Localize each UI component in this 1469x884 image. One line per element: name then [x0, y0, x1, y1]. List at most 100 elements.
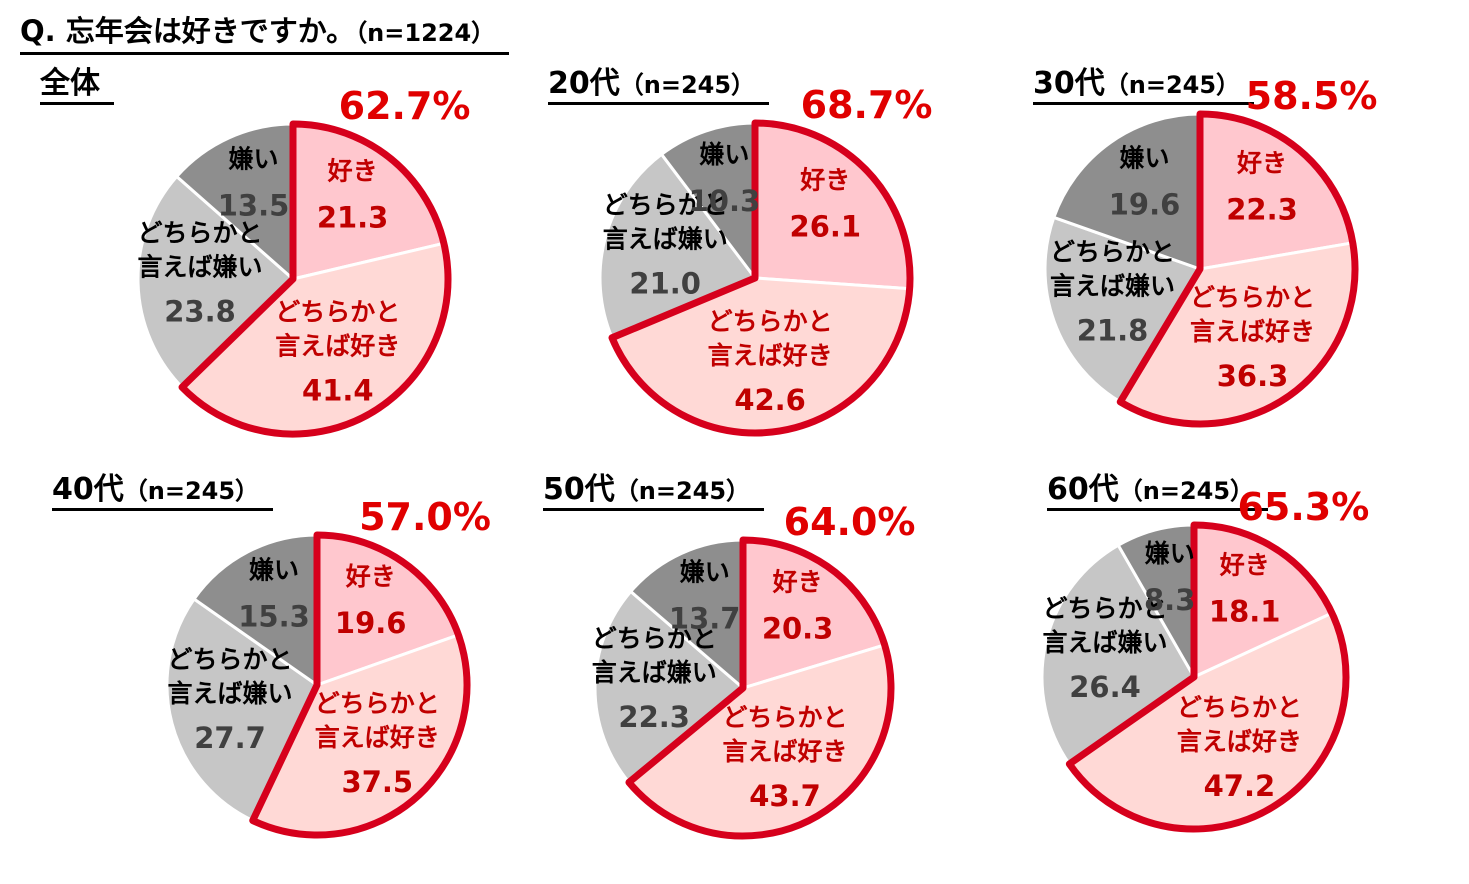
pie-panel-20s: 20代（n=245） 好き 26.1 どちらかと言えば好き 42.6 どちらかと言えば嫌… — [548, 58, 1038, 478]
total-like-percent: 65.3% — [1237, 485, 1369, 529]
slice-value-like: 19.6 — [335, 606, 407, 640]
panel-title-text: 60代 — [1047, 472, 1119, 507]
slice-value-somewhat-dislike: 23.8 — [164, 294, 236, 328]
slice-value-dislike: 13.5 — [218, 188, 290, 222]
slice-like — [753, 121, 912, 291]
slice-value-somewhat-dislike: 22.3 — [618, 700, 690, 734]
slice-label-dislike: 嫌い — [680, 558, 730, 587]
panel-title: 50代（n=245） — [543, 464, 765, 511]
slice-label-like: 好き — [345, 562, 396, 591]
panel-title-n: （n=245） — [1118, 477, 1255, 505]
like-highlight-outline — [625, 536, 895, 840]
slice-dislike — [192, 533, 319, 687]
total-like-percent: 68.7% — [801, 83, 933, 127]
slice-value-somewhat-like: 37.5 — [342, 765, 414, 799]
slice-label-dislike: 嫌い — [1119, 144, 1169, 173]
panel-title-text: 全体 — [40, 66, 100, 101]
slice-dislike — [629, 538, 745, 690]
pie-panel-50s: 50代（n=245） 好き 20.3 どちらかと言えば好き 43.7 どちらかと言えば嫌… — [543, 464, 1033, 884]
slice-value-like: 26.1 — [790, 209, 862, 243]
slice-label-somewhat-dislike: どちらかと言えば嫌い — [1050, 238, 1175, 301]
main-title: Q. 忘年会は好きですか。（n=1224） — [20, 8, 510, 55]
pie-panel-40s: 40代（n=245） 好き 19.6 どちらかと言えば好き 37.5 どちらかと言えば嫌… — [52, 464, 542, 884]
slice-somewhat-dislike — [1043, 215, 1202, 404]
slice-value-dislike: 10.3 — [689, 184, 761, 218]
slice-label-dislike: 嫌い — [699, 140, 749, 169]
total-like-percent: 64.0% — [784, 500, 916, 544]
slice-value-somewhat-dislike: 26.4 — [1069, 670, 1141, 704]
slice-label-like: 好き — [1219, 551, 1270, 580]
pie-chart-30s: 好き 22.3 どちらかと言えば好き 36.3 どちらかと言えば嫌い 21.8 嫌い 19.6… — [1043, 74, 1378, 428]
slice-value-somewhat-like: 47.2 — [1204, 769, 1276, 803]
slice-value-dislike: 8.3 — [1144, 583, 1195, 617]
slice-somewhat-dislike — [1040, 543, 1196, 766]
pie-chart-60s: 好き 18.1 どちらかと言えば好き 47.2 どちらかと言えば嫌い 26.4 嫌い 8.3 6… — [1040, 485, 1369, 833]
main-title-n: （n=1224） — [355, 19, 496, 47]
slice-value-somewhat-like: 43.7 — [749, 779, 821, 813]
slice-value-somewhat-like: 42.6 — [734, 383, 806, 417]
pie-chart-20s: 好き 26.1 どちらかと言えば好き 42.6 どちらかと言えば嫌い 21.0 嫌い 10.3… — [598, 83, 933, 437]
slice-label-somewhat-like: どちらかと言えば好き — [708, 307, 833, 370]
panel-title: 20代（n=245） — [548, 58, 770, 105]
slice-value-like: 20.3 — [762, 611, 834, 645]
pie-chart-overall: 好き 21.3 どちらかと言えば好き 41.4 どちらかと言えば嫌い 23.8 嫌い 13.5… — [136, 84, 471, 438]
slice-label-somewhat-dislike: どちらかと言えば嫌い — [137, 218, 262, 281]
panel-title: 60代（n=245） — [1047, 464, 1269, 511]
total-like-percent: 58.5% — [1246, 74, 1378, 118]
slice-value-somewhat-dislike: 21.8 — [1077, 314, 1149, 348]
pie-panel-60s: 60代（n=245） 好き 18.1 どちらかと言えば好き 47.2 どちらかと言えば嫌… — [1040, 464, 1469, 884]
slice-label-somewhat-dislike: どちらかと言えば嫌い — [167, 645, 292, 708]
like-highlight-outline — [1116, 110, 1359, 428]
pie-panel-overall: 全体 好き 21.3 どちらかと言えば好き 41.4 どちらかと言えば嫌い 23.8 嫌い 1… — [40, 58, 530, 478]
like-highlight-outline — [178, 120, 452, 438]
panel-title-n: （n=245） — [614, 477, 751, 505]
panel-title-text: 50代 — [543, 472, 615, 507]
slice-label-somewhat-like: どちらかと言えば好き — [1177, 693, 1302, 756]
slice-label-dislike: 嫌い — [249, 556, 299, 585]
pie-panel-30s: 30代（n=245） 好き 22.3 どちらかと言えば好き 36.3 どちらかと言えば嫌… — [1033, 58, 1469, 478]
slice-value-somewhat-dislike: 21.0 — [629, 267, 701, 301]
slice-value-dislike: 13.7 — [669, 602, 741, 636]
panel-title-n: （n=245） — [1104, 71, 1241, 99]
slice-value-like: 21.3 — [317, 201, 389, 235]
slice-label-dislike: 嫌い — [1145, 539, 1195, 568]
slice-somewhat-dislike — [165, 597, 319, 823]
slice-value-dislike: 19.6 — [1109, 188, 1181, 222]
panel-title: 全体 — [40, 58, 114, 105]
panel-title-n: （n=245） — [123, 477, 260, 505]
slice-value-somewhat-like: 41.4 — [302, 374, 374, 408]
slice-label-like: 好き — [327, 157, 378, 186]
slice-dislike — [1052, 112, 1202, 271]
slice-value-like: 18.1 — [1209, 595, 1281, 629]
slice-label-somewhat-like: どちらかと言えば好き — [315, 689, 440, 752]
panel-title-text: 30代 — [1033, 66, 1105, 101]
slice-somewhat-dislike — [136, 175, 295, 389]
slice-value-like: 22.3 — [1226, 193, 1298, 227]
slice-label-like: 好き — [799, 165, 850, 194]
panel-title-text: 40代 — [52, 472, 124, 507]
slice-somewhat-dislike — [593, 590, 745, 784]
slice-label-like: 好き — [1236, 149, 1287, 178]
total-like-percent: 57.0% — [359, 495, 491, 539]
panel-title: 30代（n=245） — [1033, 58, 1255, 105]
slice-label-like: 好き — [772, 567, 823, 596]
like-highlight-outline — [249, 531, 471, 839]
slice-dislike — [175, 122, 295, 281]
total-like-percent: 62.7% — [339, 84, 471, 128]
pie-chart-40s: 好き 19.6 どちらかと言えば好き 37.5 どちらかと言えば嫌い 27.7 嫌い 15.3… — [165, 495, 491, 839]
slice-label-dislike: 嫌い — [228, 144, 278, 173]
panel-title: 40代（n=245） — [52, 464, 274, 511]
main-title-text: Q. 忘年会は好きですか。 — [20, 14, 356, 48]
pie-chart-50s: 好き 20.3 どちらかと言えば好き 43.7 どちらかと言えば嫌い 22.3 嫌い 13.7… — [592, 500, 916, 840]
slice-value-somewhat-like: 36.3 — [1217, 359, 1289, 393]
panel-title-n: （n=245） — [619, 71, 756, 99]
like-highlight-outline — [1065, 521, 1350, 833]
slice-label-somewhat-like: どちらかと言えば好き — [1190, 283, 1315, 346]
slice-label-somewhat-dislike: どちらかと言えば嫌い — [1042, 594, 1167, 657]
slice-label-somewhat-dislike: どちらかと言えば嫌い — [603, 191, 728, 254]
slice-label-somewhat-like: どちらかと言えば好き — [722, 703, 847, 766]
slice-label-somewhat-like: どちらかと言えば好き — [275, 298, 400, 361]
like-highlight-outline — [608, 119, 914, 437]
slice-value-dislike: 15.3 — [238, 600, 310, 634]
slice-label-somewhat-dislike: どちらかと言えば嫌い — [592, 624, 717, 687]
